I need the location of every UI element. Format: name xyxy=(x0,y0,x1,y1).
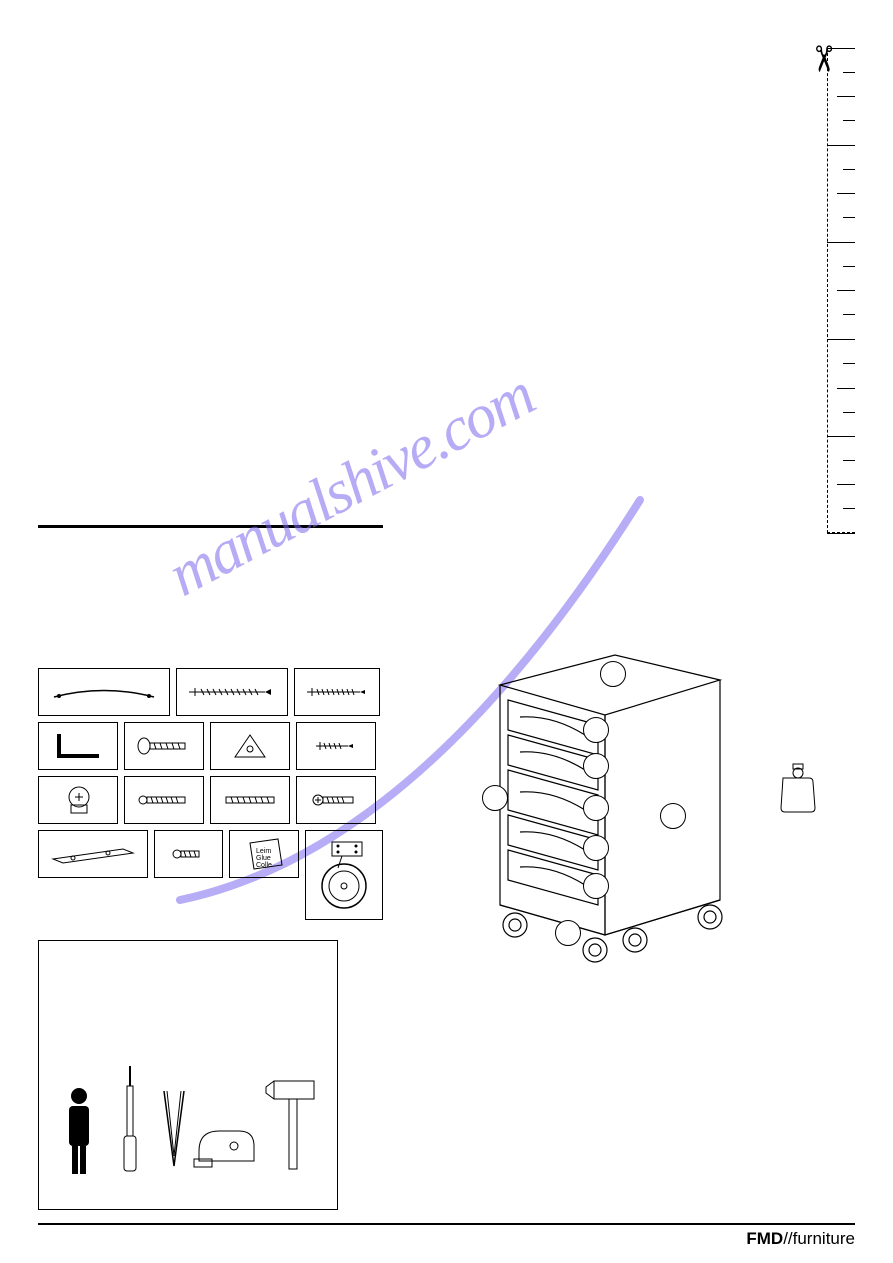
marker-drawer-1 xyxy=(583,717,609,743)
brand-bold: FMD xyxy=(746,1229,783,1248)
brand-light: //furniture xyxy=(783,1229,855,1248)
marker-drawer-5 xyxy=(583,873,609,899)
marker-base xyxy=(555,920,581,946)
hammer-icon xyxy=(266,1081,314,1169)
section-divider xyxy=(38,525,383,528)
part-caster-wheel xyxy=(305,830,383,920)
part-allen-key xyxy=(38,722,118,770)
part-bolt xyxy=(124,776,204,824)
marker-drawer-4 xyxy=(583,835,609,861)
svg-text:Glue: Glue xyxy=(256,855,271,862)
part-drawer-rail xyxy=(38,830,148,878)
marker-drawer-2 xyxy=(583,753,609,779)
part-dowel xyxy=(210,776,290,824)
marker-drawer-3 xyxy=(583,795,609,821)
svg-text:Colle: Colle xyxy=(256,862,272,869)
part-cam-lock xyxy=(38,776,118,824)
part-small-screw xyxy=(296,722,376,770)
marker-top xyxy=(600,661,626,687)
ruler-cutout xyxy=(827,48,855,533)
tweezers-icon xyxy=(164,1091,184,1166)
part-flat-screw xyxy=(296,776,376,824)
part-glue: LeimGlueColle xyxy=(229,830,299,878)
tools-required-box xyxy=(38,940,338,1210)
hardware-parts-grid: LeimGlueColle xyxy=(38,668,383,926)
marker-right-side xyxy=(660,803,686,829)
part-cam-bolt xyxy=(124,722,204,770)
part-bracket xyxy=(210,722,290,770)
marker-left-side xyxy=(482,785,508,811)
person-icon xyxy=(69,1088,89,1174)
screwdriver-icon xyxy=(124,1066,136,1171)
part-handle xyxy=(38,668,170,716)
svg-text:Leim: Leim xyxy=(256,848,271,855)
tape-measure-icon xyxy=(194,1131,254,1167)
footer-brand: FMD//furniture xyxy=(746,1229,855,1249)
part-screw xyxy=(294,668,380,716)
weight-icon xyxy=(775,760,820,820)
part-long-screw xyxy=(176,668,288,716)
part-short-screw xyxy=(154,830,224,878)
product-illustration xyxy=(460,625,750,955)
